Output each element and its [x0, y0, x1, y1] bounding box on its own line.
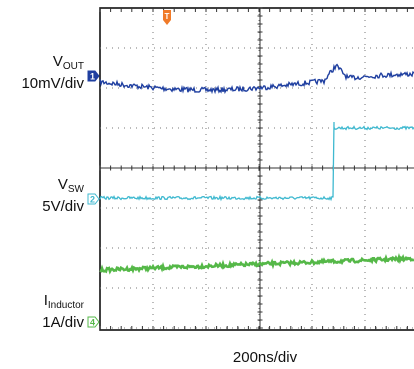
channel-4-marker-label: 4	[90, 318, 95, 328]
vout-scale: 10mV/div	[21, 75, 84, 92]
channel-4-marker-shape	[87, 316, 100, 328]
trigger-marker: T	[163, 10, 171, 25]
channel-2-marker-label: 2	[90, 195, 95, 205]
label-vout: VOUT 10mV/div	[2, 53, 84, 92]
channel-2-marker: 2	[87, 193, 100, 205]
iinductor-scale: 1A/div	[42, 314, 84, 331]
channel-4-marker: 4	[87, 316, 100, 328]
label-iinductor: IInductor 1A/div	[2, 292, 84, 331]
channel-1-marker: 1	[87, 70, 100, 82]
channel-1-marker-label: 1	[90, 72, 95, 82]
trigger-marker-label: T	[165, 12, 170, 21]
channel-2-marker-shape	[87, 193, 100, 205]
iinductor-name: IInductor	[43, 292, 84, 311]
trace-vsw	[99, 121, 414, 202]
vsw-scale: 5V/div	[42, 198, 84, 215]
trace-vout	[99, 63, 414, 95]
x-axis-label: 200ns/div	[232, 349, 298, 366]
traces	[99, 63, 414, 275]
trigger-marker-shape	[163, 10, 171, 25]
trace-iinductor	[99, 252, 414, 275]
vout-name: VOUT	[52, 53, 84, 72]
graticule-frame	[99, 7, 414, 331]
channel-markers: T 1 2 4	[87, 10, 171, 328]
label-vsw: VSW 5V/div	[2, 176, 84, 215]
vsw-name: VSW	[57, 176, 84, 195]
graticule	[99, 7, 414, 331]
channel-1-marker-shape	[87, 70, 100, 82]
